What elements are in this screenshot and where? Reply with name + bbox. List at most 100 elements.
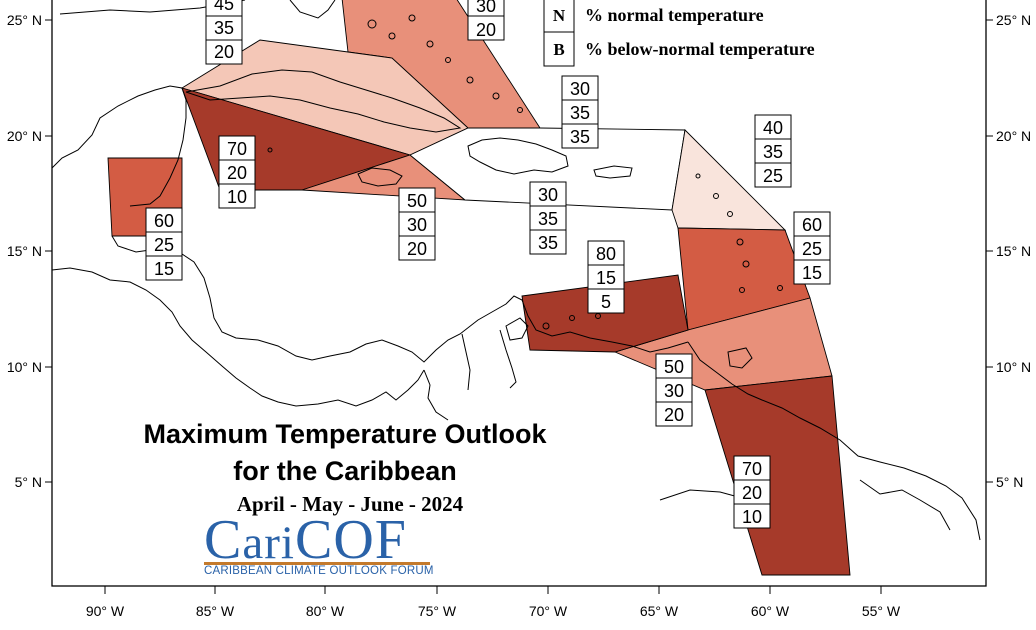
prob-box-jamaica: 70 20 10 <box>218 135 256 209</box>
prob-box-bahamas-west: 45 35 20 <box>205 0 243 65</box>
prob-value: 50 <box>407 191 427 211</box>
island-bahamas-6 <box>466 76 474 84</box>
caricof-logo: CariCOF CARIBBEAN CLIMATE OUTLOOK FORUM <box>200 512 440 582</box>
coast-trinidad <box>727 347 753 369</box>
coast-central-america-caribbean <box>111 235 689 363</box>
prob-value: 50 <box>664 357 684 377</box>
y-tick-label: 20° N <box>7 128 42 144</box>
island-cayman <box>267 147 273 153</box>
prob-value: 25 <box>763 166 783 186</box>
island-bahamas-3 <box>408 14 416 22</box>
prob-value: 80 <box>596 244 616 264</box>
map-title-line1: Maximum Temperature Outlook <box>143 419 547 449</box>
island-abc-2 <box>569 315 575 321</box>
axis-ticks <box>45 19 993 594</box>
prob-box-central-caribbean: 50 30 20 <box>398 187 436 261</box>
coastlines <box>51 0 981 541</box>
island-bahamas-5 <box>445 57 451 63</box>
island-abc-1 <box>542 322 550 330</box>
prob-value: 10 <box>227 187 247 207</box>
prob-value: 35 <box>763 142 783 162</box>
prob-value: 30 <box>664 381 684 401</box>
x-tick-label: 65° W <box>640 603 679 619</box>
prob-value: 60 <box>802 215 822 235</box>
legend-text-below: % below-normal temperature <box>585 39 815 59</box>
y-tick-label: 15° N <box>7 243 42 259</box>
island-barbados <box>777 285 783 291</box>
prob-value: 45 <box>214 0 234 14</box>
prob-value: 25 <box>154 235 174 255</box>
island-bahamas-4 <box>426 40 434 48</box>
prob-value: 5 <box>601 292 611 312</box>
coast-colombia-inland <box>423 329 517 421</box>
islands <box>267 14 783 330</box>
island-windward-3 <box>739 287 745 293</box>
prob-box-leeward: 40 35 25 <box>754 114 792 188</box>
logo-underline <box>204 562 430 565</box>
coast-mexico-yucatan <box>51 85 187 207</box>
prob-box-turks-caicos: 30 35 35 <box>561 75 599 149</box>
island-windward-1 <box>736 238 744 246</box>
legend-key-box <box>543 0 575 33</box>
prob-value: 20 <box>407 239 427 259</box>
coast-jamaica <box>357 167 403 187</box>
prob-value: 30 <box>538 185 558 205</box>
x-tick-label: 75° W <box>418 603 457 619</box>
y-tick-label: 25° N <box>7 12 42 28</box>
y-tick-label: 10° N <box>996 359 1031 375</box>
probability-boxes: 45 35 20 30 20 30 35 35 70 20 10 <box>145 0 831 529</box>
prob-value: 15 <box>154 259 174 279</box>
legend-text-normal: % normal temperature <box>585 5 764 25</box>
prob-box-bahamas-east: 30 20 <box>467 0 505 41</box>
y-axis-labels-right: 25° N 20° N 15° N 10° N 5° N <box>996 12 1031 490</box>
coast-hispaniola <box>467 137 569 175</box>
prob-value: 30 <box>570 79 590 99</box>
island-turks-1 <box>517 107 523 113</box>
prob-value: 15 <box>596 268 616 288</box>
coast-cuba <box>185 69 462 133</box>
island-leeward-1 <box>695 173 701 179</box>
prob-box-guianas: 70 20 10 <box>733 455 771 529</box>
y-axis-labels-left: 25° N 20° N 15° N 10° N 5° N <box>7 12 42 490</box>
x-tick-label: 80° W <box>306 603 345 619</box>
prob-box-belize: 60 25 15 <box>145 207 183 281</box>
island-leeward-2 <box>713 193 719 199</box>
x-tick-label: 90° W <box>86 603 125 619</box>
y-tick-label: 20° N <box>996 128 1031 144</box>
prob-value: 35 <box>538 209 558 229</box>
x-tick-label: 85° W <box>196 603 235 619</box>
x-tick-label: 60° W <box>751 603 790 619</box>
coast-brazil-inland <box>659 479 951 531</box>
prob-value: 30 <box>407 215 427 235</box>
prob-value: 20 <box>214 42 234 62</box>
legend-key-box <box>543 31 575 67</box>
prob-value: 35 <box>570 127 590 147</box>
coast-venezuela-guianas <box>687 341 981 541</box>
legend: N B % normal temperature % below-normal … <box>543 0 815 67</box>
prob-value: 70 <box>227 139 247 159</box>
island-bahamas-1 <box>367 19 377 29</box>
legend-key-b: B <box>553 40 564 59</box>
island-leeward-3 <box>727 211 733 217</box>
logo-subtitle: CARIBBEAN CLIMATE OUTLOOK FORUM <box>204 565 434 577</box>
island-bahamas-7 <box>492 92 500 100</box>
prob-box-hispaniola: 30 35 35 <box>529 181 567 255</box>
y-tick-label: 5° N <box>996 474 1023 490</box>
x-tick-label: 70° W <box>529 603 568 619</box>
y-tick-label: 25° N <box>996 12 1031 28</box>
x-axis-labels: 90° W 85° W 80° W 75° W 70° W 65° W 60° … <box>86 603 901 619</box>
prob-value: 20 <box>742 483 762 503</box>
prob-box-abc-islands: 80 15 5 <box>587 240 625 314</box>
island-windward-2 <box>742 260 750 268</box>
prob-value: 70 <box>742 459 762 479</box>
prob-box-windward: 60 25 15 <box>793 211 831 285</box>
prob-value: 60 <box>154 211 174 231</box>
prob-value: 20 <box>476 20 496 40</box>
prob-value: 35 <box>570 103 590 123</box>
coast-lake-maracaibo <box>505 317 529 341</box>
prob-value: 40 <box>763 118 783 138</box>
prob-value: 35 <box>538 233 558 253</box>
island-bahamas-2 <box>388 32 396 40</box>
coast-puerto-rico <box>593 165 633 179</box>
